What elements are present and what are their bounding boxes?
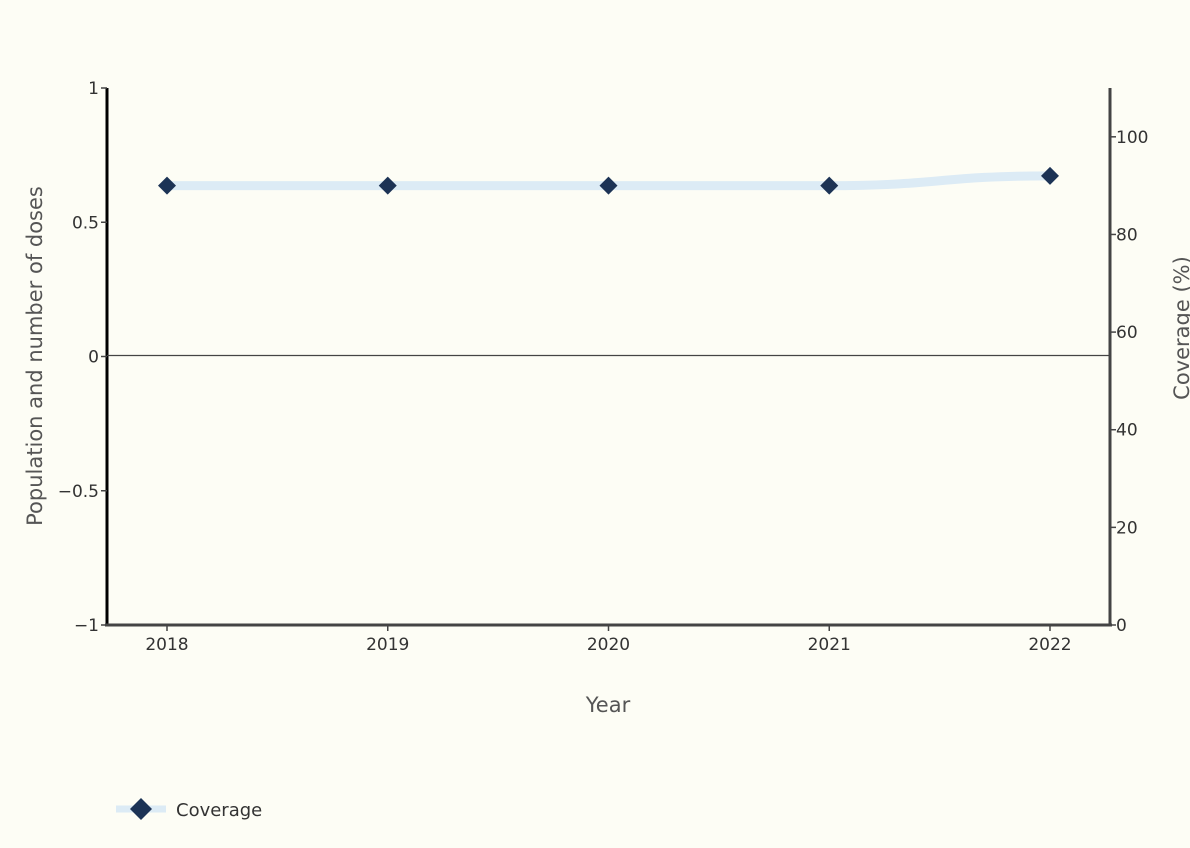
data-point-coverage[interactable] bbox=[820, 176, 839, 195]
data-point-coverage[interactable] bbox=[158, 176, 176, 195]
right-y-axis-title: Coverage (%) bbox=[1170, 256, 1190, 400]
x-tick-label: 2022 bbox=[1028, 635, 1071, 655]
x-tick-label: 2018 bbox=[145, 635, 188, 655]
plot-area bbox=[158, 166, 1059, 195]
right-y-tick-label: 80 bbox=[1116, 225, 1138, 245]
legend-label-coverage: Coverage bbox=[176, 800, 262, 821]
left-y-tick-label: −1 bbox=[74, 616, 99, 636]
axes bbox=[105, 88, 1112, 627]
right-y-tick-label: 100 bbox=[1116, 128, 1148, 148]
legend-swatch-marker bbox=[130, 798, 152, 820]
left-y-axis-title: Population and number of doses bbox=[23, 186, 47, 526]
x-axis-title: Year bbox=[585, 693, 631, 717]
ticks: 1 0.5 0 −0.5 −1 0 20 40 60 80 100 2018 2019 2020 2021 2… bbox=[58, 79, 1149, 655]
x-tick-label: 2021 bbox=[808, 635, 851, 655]
left-y-tick-label: −0.5 bbox=[58, 482, 99, 502]
right-y-tick-label: 0 bbox=[1116, 616, 1127, 636]
right-y-tick-label: 40 bbox=[1116, 421, 1138, 441]
data-point-coverage[interactable] bbox=[1041, 166, 1059, 185]
x-tick-label: 2019 bbox=[366, 635, 409, 655]
left-y-tick-label: 1 bbox=[88, 79, 99, 99]
data-point-coverage[interactable] bbox=[599, 176, 618, 195]
data-point-coverage[interactable] bbox=[378, 176, 397, 195]
right-y-tick-label: 60 bbox=[1116, 323, 1138, 343]
left-y-tick-label: 0 bbox=[88, 348, 99, 368]
x-tick-label: 2020 bbox=[587, 635, 630, 655]
left-y-tick-label: 0.5 bbox=[72, 213, 99, 233]
right-y-tick-label: 20 bbox=[1116, 518, 1138, 538]
legend[interactable]: Coverage bbox=[116, 798, 262, 821]
